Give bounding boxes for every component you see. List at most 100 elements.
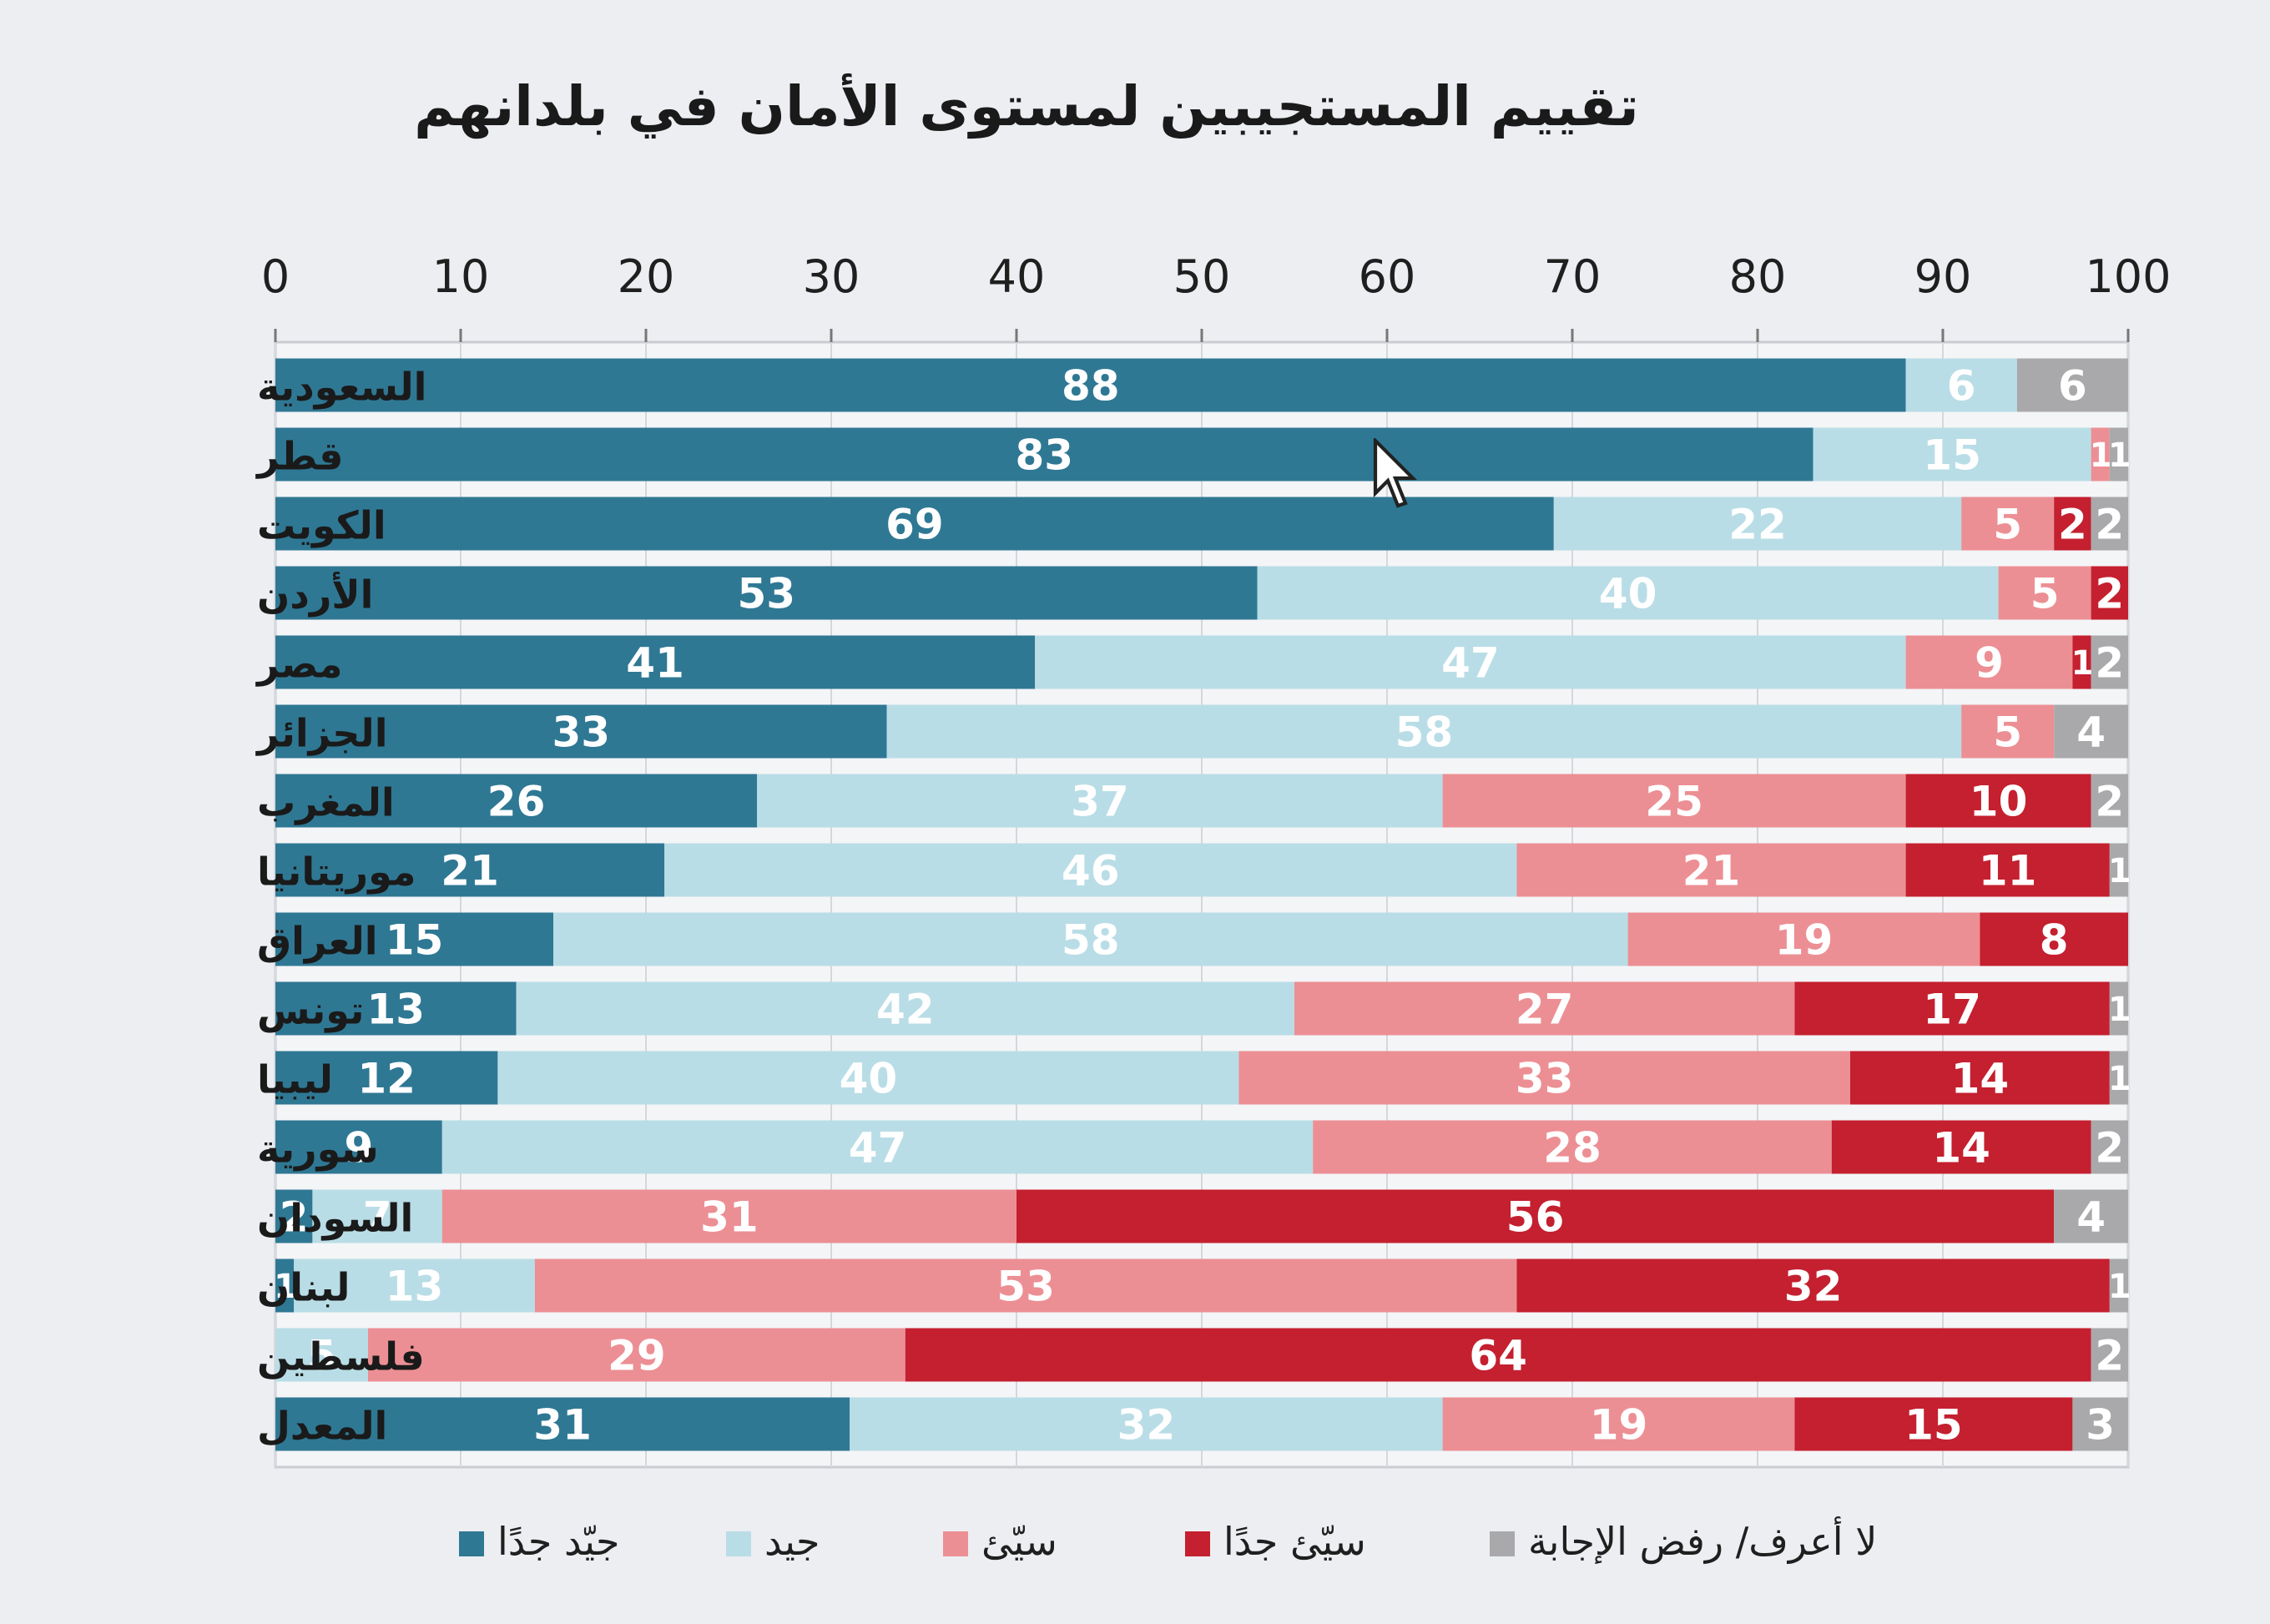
bar-segment — [1998, 566, 2091, 620]
bar-segment — [1980, 912, 2128, 966]
bar-segment — [312, 1189, 442, 1243]
data-label: 19 — [1590, 1401, 1648, 1450]
data-label: 27 — [1516, 986, 1574, 1034]
data-label: 2 — [2095, 1124, 2124, 1173]
data-label: 56 — [1506, 1193, 1565, 1242]
bar-segment — [1813, 427, 2091, 482]
category-label: سورية — [257, 1127, 379, 1172]
data-label: 9 — [345, 1124, 374, 1173]
data-label: 15 — [1923, 431, 1981, 480]
data-label: 13 — [386, 1263, 444, 1311]
data-label: 1 — [2108, 852, 2131, 890]
bar-segment — [2091, 427, 2110, 482]
bar-segment — [368, 1328, 905, 1382]
data-label: 5 — [1993, 501, 2022, 549]
bar-segment — [275, 497, 1554, 551]
bar-segment — [664, 843, 1517, 897]
bar-segment — [275, 1120, 442, 1174]
bar-segment — [1257, 566, 1999, 620]
x-tick-label: 50 — [1173, 250, 1231, 303]
bar-segment — [275, 981, 517, 1036]
data-label: 40 — [1599, 570, 1657, 618]
bar-segment — [1516, 1258, 2110, 1313]
data-label: 13 — [367, 986, 426, 1034]
bar-segment — [2109, 427, 2128, 482]
x-tick-label: 10 — [432, 250, 490, 303]
bar-segment — [2091, 635, 2128, 689]
x-tick-label: 80 — [1729, 250, 1787, 303]
data-label: 2 — [2058, 501, 2087, 549]
x-tick-label: 30 — [803, 250, 860, 303]
data-label: 14 — [1932, 1124, 1990, 1173]
legend: جيّد جدًا جيد سيّئ سيّئ جدًا لا أعرف/ رفض ال… — [459, 1516, 1877, 1565]
bar-segment — [1035, 635, 1906, 689]
data-label: 58 — [1395, 709, 1454, 757]
data-label: 1 — [2108, 991, 2131, 1029]
x-tick-label: 0 — [261, 250, 290, 303]
bar-segment — [2109, 981, 2128, 1036]
x-tick-label: 60 — [1359, 250, 1416, 303]
bar-segment — [1016, 1189, 2055, 1243]
bar-segment — [1850, 1051, 2110, 1105]
data-label: 8 — [2040, 916, 2069, 965]
category-label: موريتانيا — [257, 850, 416, 895]
x-tick-label: 20 — [618, 250, 675, 303]
data-label: 37 — [1071, 778, 1129, 826]
data-label: 1 — [2108, 1268, 2131, 1306]
data-label: 4 — [2076, 1193, 2106, 1242]
bar-segment — [2091, 1120, 2128, 1174]
data-label: 2 — [2095, 1332, 2124, 1380]
legend-label: جيّد جدًا — [497, 1519, 619, 1564]
data-label: 33 — [552, 709, 611, 757]
x-tick-label: 40 — [988, 250, 1046, 303]
bar-segment — [1794, 981, 2110, 1036]
legend-label: لا أعرف/ رفض الإجابة — [1528, 1516, 1877, 1565]
data-label: 83 — [1016, 431, 1074, 480]
data-label: 22 — [1728, 501, 1787, 549]
data-label: 1 — [2071, 644, 2094, 683]
bar-segment — [1905, 774, 2091, 828]
data-label: 5 — [1993, 709, 2022, 757]
bar-segment — [294, 1258, 535, 1313]
chart-title: تقييم المستجيبين لمستوى الأمان في بلدانه… — [414, 73, 1639, 139]
bar-segment — [275, 774, 758, 828]
data-label: 88 — [1062, 362, 1120, 411]
data-label: 2 — [2095, 570, 2124, 618]
category-label: تونس — [257, 988, 364, 1033]
bar-segment — [2072, 635, 2091, 689]
data-label: 47 — [849, 1124, 907, 1173]
bar-segment — [1961, 704, 2055, 759]
data-label: 11 — [1979, 847, 2037, 895]
data-label: 21 — [1682, 847, 1741, 895]
bar-segment — [534, 1258, 1517, 1313]
data-label: 2 — [280, 1193, 309, 1242]
bar-segment — [2054, 497, 2091, 551]
bar-segment — [2072, 1397, 2128, 1451]
category-label: العراق — [257, 919, 378, 964]
legend-swatch — [459, 1531, 484, 1556]
bar-segment — [757, 774, 1443, 828]
data-label: 5 — [2030, 570, 2060, 618]
bar-segment — [516, 981, 1294, 1036]
bar-segment — [886, 704, 1962, 759]
bar-segment — [275, 358, 1906, 412]
data-label: 10 — [1970, 778, 2028, 826]
bar-segment — [275, 427, 1813, 482]
legend-label: سيّئ — [981, 1519, 1057, 1564]
bar-segment — [275, 1397, 850, 1451]
data-label: 7 — [363, 1193, 392, 1242]
data-label: 32 — [1117, 1401, 1176, 1450]
bar-segment — [2054, 1189, 2128, 1243]
bar-segment — [1961, 497, 2055, 551]
data-label: 2 — [2095, 778, 2124, 826]
legend-swatch — [1185, 1531, 1210, 1556]
category-label: مصر — [255, 642, 342, 687]
category-label: فلسطين — [257, 1334, 425, 1379]
category-label: ليبيا — [257, 1057, 333, 1102]
x-tick-label: 100 — [2085, 250, 2171, 303]
data-label: 46 — [1062, 847, 1120, 895]
data-label: 29 — [608, 1332, 666, 1380]
data-label: 2 — [2095, 501, 2124, 549]
